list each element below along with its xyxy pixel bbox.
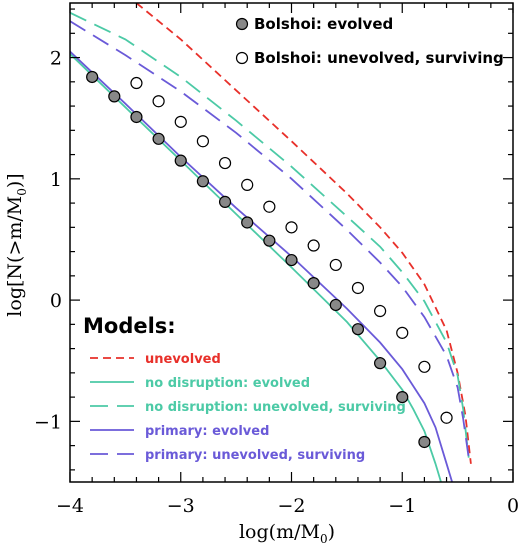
point-bolshoi-evolved (174, 154, 187, 167)
point-bolshoi-evolved (396, 391, 409, 404)
models-legend: Models: unevolved no disruption: evolved n… (83, 314, 406, 463)
y-axis-label: log[N(>m/M0)] (4, 173, 29, 316)
point-bolshoi-unevolved-surviving (374, 304, 387, 318)
y-tick-label: −1 (34, 411, 62, 433)
y-tick-label: 2 (50, 48, 62, 70)
point-bolshoi-evolved (108, 90, 121, 103)
point-bolshoi-evolved (351, 323, 365, 336)
point-bolshoi-evolved (285, 253, 298, 267)
x-axis-label: log(m/M0) (239, 521, 335, 546)
point-bolshoi-unevolved-surviving (152, 95, 165, 108)
point-bolshoi-evolved (130, 110, 143, 124)
point-bolshoi-unevolved-surviving (351, 281, 365, 295)
x-tick-label: −2 (277, 495, 305, 517)
point-bolshoi-unevolved-surviving (196, 135, 209, 148)
point-bolshoi-evolved (196, 175, 209, 188)
point-bolshoi-evolved (152, 132, 165, 145)
curve-primary-unevolved-surviving (70, 20, 470, 458)
model-label-primary-evolved: primary: evolved (145, 424, 269, 439)
point-bolshoi-unevolved-surviving (396, 326, 409, 339)
curve-unevolved (135, 3, 472, 464)
point-bolshoi-unevolved-surviving (130, 76, 143, 90)
point-bolshoi-evolved (218, 195, 232, 208)
point-bolshoi-unevolved-surviving (285, 221, 298, 234)
point-bolshoi-unevolved-surviving (307, 239, 320, 252)
point-bolshoi-unevolved-surviving (329, 258, 342, 272)
point-bolshoi-evolved (241, 216, 254, 229)
curve-no-disruption-evolved (70, 53, 442, 482)
y-tick-label: 0 (50, 290, 62, 312)
point-bolshoi-unevolved-surviving (241, 178, 254, 191)
x-tick-label: −3 (167, 495, 195, 517)
point-bolshoi-evolved (374, 357, 387, 370)
point-bolshoi-evolved (418, 435, 431, 449)
data-points (86, 70, 453, 449)
curve-no-disruption-unevolved-surviving (70, 11, 470, 458)
legend-marker-unevolved (235, 51, 249, 65)
x-tick-label: −4 (56, 495, 84, 517)
point-bolshoi-evolved (307, 277, 320, 290)
legend-label-unevolved: Bolshoi: unevolved, surviving (254, 49, 504, 67)
y-tick-label: 1 (50, 169, 62, 191)
point-bolshoi-evolved (329, 298, 342, 312)
legend-marker-evolved (235, 17, 249, 31)
legend-label-evolved: Bolshoi: evolved (254, 15, 393, 33)
point-bolshoi-unevolved-surviving (263, 200, 276, 213)
point-bolshoi-unevolved-surviving (174, 115, 187, 128)
point-bolshoi-unevolved-surviving (218, 156, 232, 170)
point-bolshoi-unevolved-surviving (440, 411, 453, 424)
model-label-primary-unevolved-surviving: primary: unevolved, surviving (145, 448, 365, 463)
axis-ticks: −4 −3 −2 −1 0 −1 0 1 2 (34, 3, 519, 517)
models-title: Models: (83, 314, 176, 338)
point-bolshoi-evolved (86, 70, 99, 84)
model-label-no-disruption-evolved: no disruption: evolved (145, 376, 310, 391)
model-label-unevolved: unevolved (145, 352, 221, 367)
x-tick-label: −1 (388, 495, 416, 517)
point-bolshoi-unevolved-surviving (418, 360, 431, 373)
model-label-no-disruption-unevolved-surviving: no disruption: unevolved, surviving (145, 400, 406, 415)
x-tick-label: 0 (507, 495, 519, 517)
legend-points: Bolshoi: evolved Bolshoi: unevolved, sur… (235, 15, 504, 67)
point-bolshoi-evolved (263, 234, 276, 247)
curve-primary-evolved (70, 50, 453, 482)
